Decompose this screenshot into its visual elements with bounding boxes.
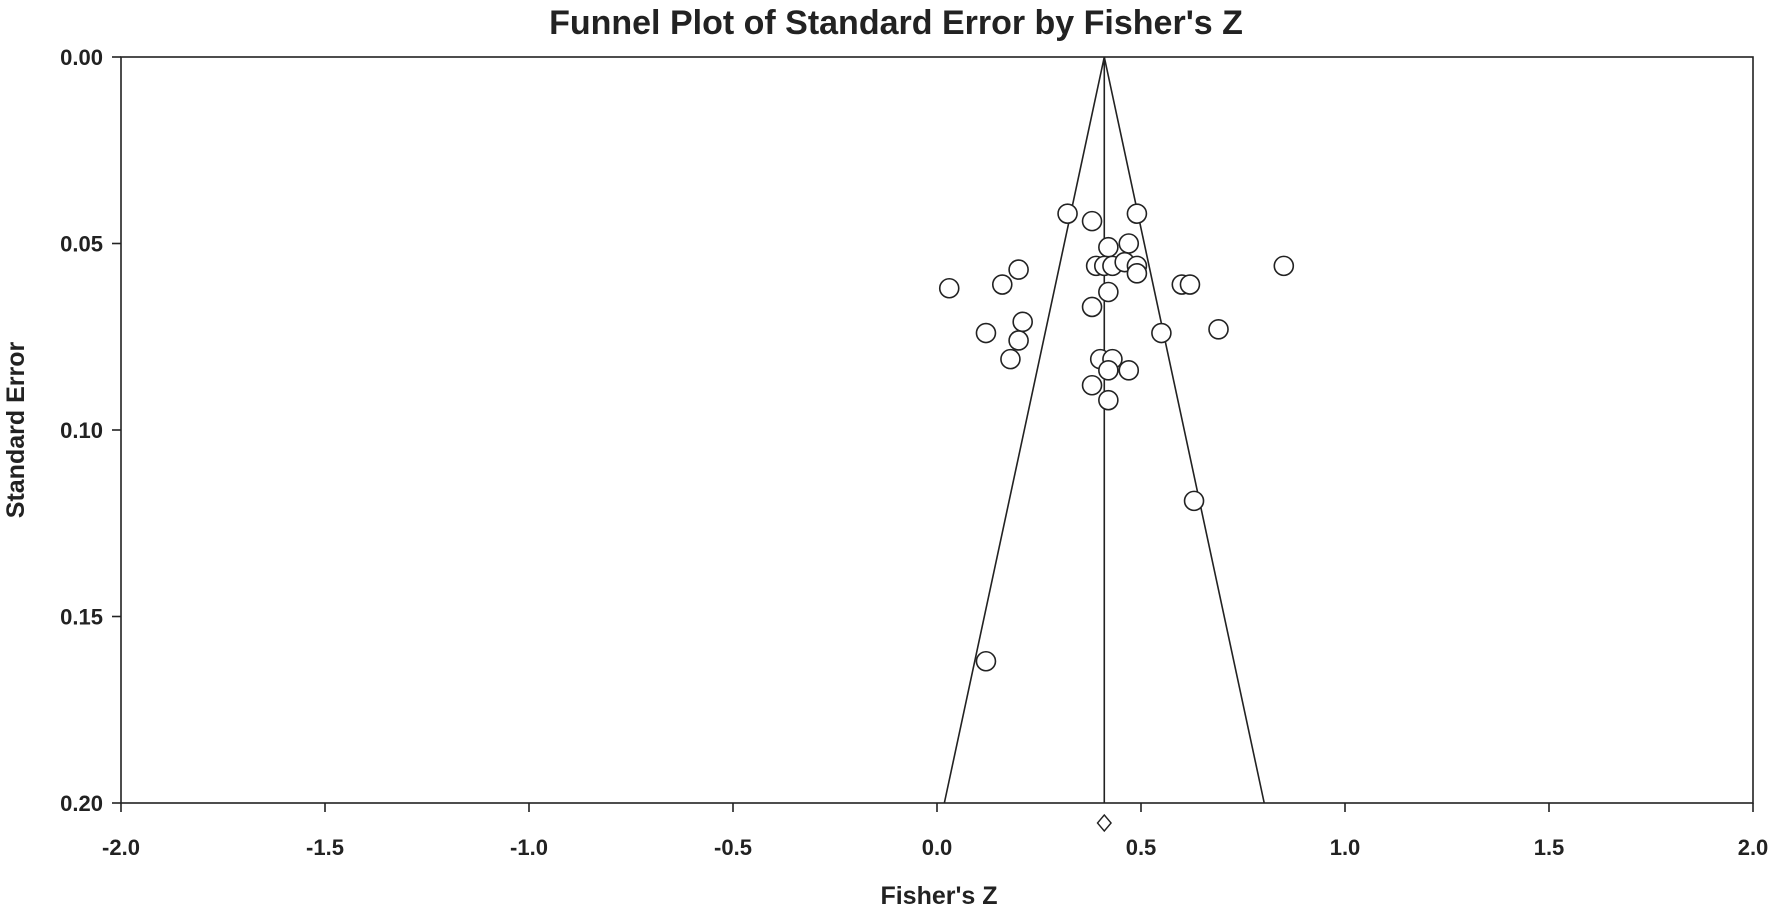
study-point (1057, 203, 1078, 224)
y-tick-label: 0.20 (60, 791, 103, 816)
study-point (1273, 255, 1295, 277)
study-point (1126, 263, 1148, 284)
x-tick-label: 1.5 (1534, 835, 1565, 860)
study-point (1008, 330, 1029, 351)
study-point (1151, 322, 1172, 344)
x-tick-label: 2.0 (1738, 835, 1769, 860)
x-tick-label: -1.5 (306, 835, 344, 860)
study-point (1098, 236, 1119, 258)
y-axis-title: Standard Error (2, 342, 30, 519)
study-point (1012, 311, 1033, 333)
study-point (975, 322, 997, 344)
study-point (1126, 203, 1148, 224)
summary-diamond (1096, 813, 1112, 833)
study-point (1081, 296, 1103, 318)
funnel-layer (943, 56, 1265, 833)
funnel-left-line (943, 56, 1106, 804)
chart-title: Funnel Plot of Standard Error by Fisher'… (549, 4, 1243, 42)
y-tick-label: 0.05 (60, 232, 103, 257)
study-point (1081, 210, 1103, 232)
study-point (1008, 259, 1029, 280)
x-tick-label: 0.5 (1126, 835, 1157, 860)
x-axis-title: Fisher's Z (880, 882, 997, 910)
x-tick-label: 0.0 (922, 835, 953, 860)
study-point (1000, 348, 1021, 370)
y-tick-label: 0.15 (60, 605, 103, 630)
study-point (1098, 360, 1119, 381)
y-axis: 0.00 0.05 0.10 0.15 0.20 (60, 45, 121, 816)
study-point (975, 650, 997, 672)
study-point (1118, 360, 1140, 381)
x-tick-label: 1.0 (1330, 835, 1361, 860)
study-point (1081, 374, 1103, 396)
study-point (1179, 274, 1201, 295)
study-point (1208, 318, 1229, 340)
study-point (1183, 490, 1205, 512)
study-point (1098, 389, 1119, 411)
study-point (1098, 281, 1119, 303)
funnel-right-line (1103, 56, 1265, 804)
x-axis: -2.0 -1.5 -1.0 -0.5 0.0 0.5 1.0 1.5 2.0 (102, 803, 1768, 860)
x-tick-label: -0.5 (714, 835, 752, 860)
y-tick-label: 0.00 (60, 45, 103, 70)
study-point (991, 274, 1013, 295)
study-point (938, 277, 960, 299)
y-tick-label: 0.10 (60, 418, 103, 443)
plot-frame (120, 56, 1754, 804)
points-layer (938, 203, 1295, 672)
x-tick-label: -2.0 (102, 835, 140, 860)
study-point (1118, 233, 1140, 254)
x-tick-label: -1.0 (510, 835, 548, 860)
